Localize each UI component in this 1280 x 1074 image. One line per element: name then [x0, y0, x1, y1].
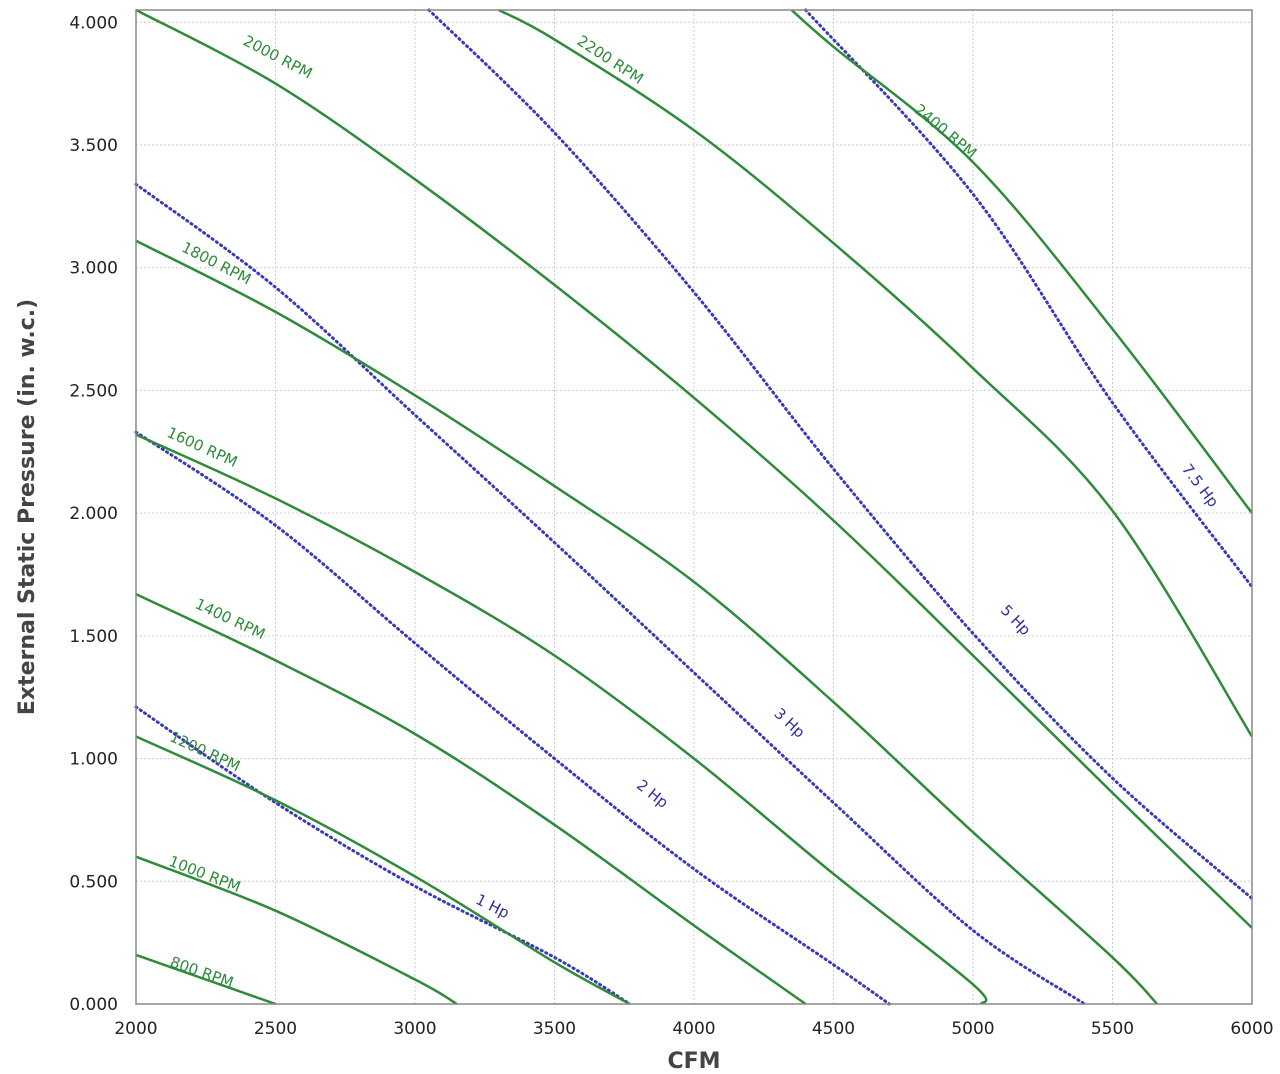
rpm-curve-1800-rpm — [135, 239, 1159, 1005]
y-tick-label: 1.500 — [69, 627, 118, 647]
rpm-label-2000-rpm: 2000 RPM — [240, 32, 315, 83]
x-tick-label: 5500 — [1091, 1019, 1134, 1039]
x-tick-label: 5000 — [951, 1019, 994, 1039]
rpm-curve-2400-rpm — [790, 9, 1253, 514]
grid — [135, 10, 1253, 1005]
y-tick-label: 3.500 — [69, 136, 118, 156]
rpm-curve-1400-rpm — [135, 592, 807, 1006]
hp-label-7-5-hp: 7.5 Hp — [1178, 460, 1222, 510]
x-tick-label: 2500 — [254, 1019, 297, 1039]
hp-label-3-hp: 3 Hp — [771, 704, 809, 741]
hp-label-1-hp: 1 Hp — [473, 890, 512, 922]
y-tick-label: 0.500 — [69, 872, 118, 892]
y-tick-label: 2.000 — [69, 504, 118, 524]
y-tick-label: 0.000 — [69, 995, 118, 1015]
rpm-curve-800-rpm — [135, 953, 276, 1006]
hp-line-7-5-hp — [804, 8, 1254, 589]
plot-frame — [135, 9, 1253, 1005]
rpm-curve-1200-rpm — [135, 735, 631, 1006]
x-tick-label: 2000 — [114, 1019, 157, 1039]
rpm-curve-2000-rpm — [135, 8, 1253, 929]
tick-labels: 2000 2500 3000 3500 4000 4500 5000 5500 6000 0.00… — [69, 13, 1273, 1039]
rpm-curve-1000-rpm — [135, 855, 458, 1006]
x-tick-label: 3500 — [533, 1019, 576, 1039]
hp-label-5-hp: 5 Hp — [997, 601, 1034, 639]
y-tick-label: 4.000 — [69, 13, 118, 33]
rpm-label-1400-rpm: 1400 RPM — [192, 595, 268, 644]
curves — [134, 8, 1254, 1006]
x-tick-label: 4500 — [812, 1019, 855, 1039]
y-axis-title: External Static Pressure (in. w.c.) — [15, 299, 40, 715]
y-tick-label: 2.500 — [69, 381, 118, 401]
x-tick-label: 3000 — [393, 1019, 436, 1039]
hp-line-5-hp — [427, 8, 1254, 900]
y-tick-label: 1.000 — [69, 750, 118, 770]
hp-label-2-hp: 2 Hp — [633, 776, 672, 812]
hp-line-2-hp — [134, 430, 891, 1006]
rpm-label-800-rpm: 800 RPM — [168, 953, 236, 992]
y-tick-label: 3.000 — [69, 259, 118, 279]
rpm-curve-1600-rpm — [135, 433, 988, 1006]
rpm-label-2200-rpm: 2200 RPM — [574, 32, 647, 88]
x-tick-label: 4000 — [672, 1019, 715, 1039]
x-axis-title: CFM — [667, 1049, 720, 1074]
hp-line-3-hp — [134, 182, 1087, 1006]
rpm-label-1000-rpm: 1000 RPM — [166, 852, 243, 896]
rpm-curve-2200-rpm — [498, 8, 1254, 738]
x-tick-label: 6000 — [1230, 1019, 1273, 1039]
hp-line-1-hp — [134, 705, 632, 1006]
